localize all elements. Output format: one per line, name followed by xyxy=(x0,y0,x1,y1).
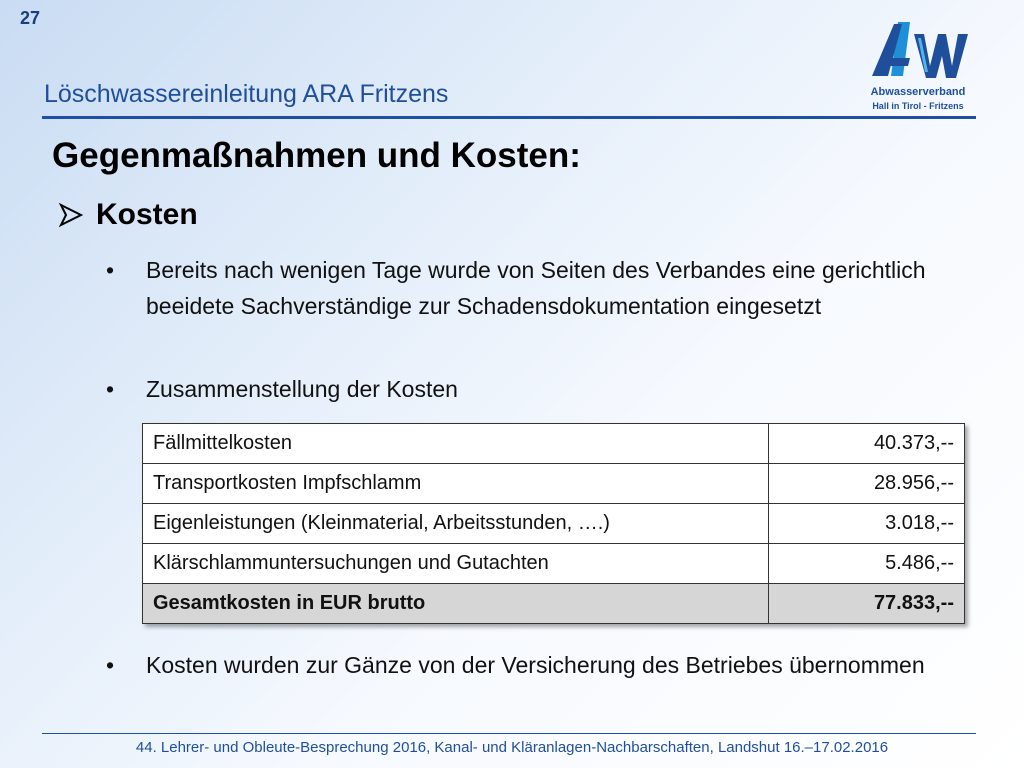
bullet-text: Kosten wurden zur Gänze von der Versiche… xyxy=(146,652,925,678)
cost-amount: 5.486,-- xyxy=(768,543,965,584)
bullet-text: Bereits nach wenigen Tage wurde von Seit… xyxy=(146,257,926,319)
awv-logo: Abwasserverband Hall in Tirol - Fritzens xyxy=(858,16,978,120)
cost-table: Fällmittelkosten 40.373,-- Transportkost… xyxy=(142,423,965,624)
total-label: Gesamtkosten in EUR brutto xyxy=(142,583,769,624)
slide-subtitle: Löschwassereinleitung ARA Fritzens xyxy=(44,80,449,108)
cost-label: Eigenleistungen (Kleinmaterial, Arbeitss… xyxy=(142,503,769,544)
footer-divider xyxy=(42,733,976,734)
section-heading: Kosten xyxy=(58,198,198,232)
bullet-item: • Bereits nach wenigen Tage wurde von Se… xyxy=(106,252,986,324)
bullet-item: • Zusammenstellung der Kosten xyxy=(106,371,986,407)
cost-amount: 28.956,-- xyxy=(768,463,965,504)
cost-amount: 40.373,-- xyxy=(768,423,965,464)
header-divider xyxy=(42,116,976,119)
footer-text: 44. Lehrer- und Obleute-Besprechung 2016… xyxy=(135,739,889,756)
table-row: Eigenleistungen (Kleinmaterial, Arbeitss… xyxy=(142,503,965,544)
bullet-dot: • xyxy=(106,376,115,402)
bullet-text: Zusammenstellung der Kosten xyxy=(146,376,458,402)
table-row: Transportkosten Impfschlamm 28.956,-- xyxy=(142,463,965,504)
table-row: Fällmittelkosten 40.373,-- xyxy=(142,423,965,464)
slide-number: 27 xyxy=(20,8,41,28)
bullet-dot: • xyxy=(106,652,115,678)
cost-label: Fällmittelkosten xyxy=(142,423,769,464)
bullet-dot: • xyxy=(106,257,115,283)
cost-amount: 3.018,-- xyxy=(768,503,965,544)
logo-location: Hall in Tirol - Fritzens xyxy=(872,101,964,111)
arrow-bullet-icon xyxy=(58,202,84,228)
awv-logo-mark xyxy=(872,22,968,78)
table-row: Klärschlammuntersuchungen und Gutachten … xyxy=(142,543,965,584)
total-amount: 77.833,-- xyxy=(768,583,965,624)
total-row: Gesamtkosten in EUR brutto 77.833,-- xyxy=(142,583,965,624)
section-label: Kosten xyxy=(96,198,198,231)
bullet-item: • Kosten wurden zur Gänze von der Versic… xyxy=(106,647,986,683)
slide-title: Gegenmaßnahmen und Kosten: xyxy=(52,136,581,175)
cost-label: Transportkosten Impfschlamm xyxy=(142,463,769,504)
cost-label: Klärschlammuntersuchungen und Gutachten xyxy=(142,543,769,584)
logo-name: Abwasserverband xyxy=(870,86,966,98)
